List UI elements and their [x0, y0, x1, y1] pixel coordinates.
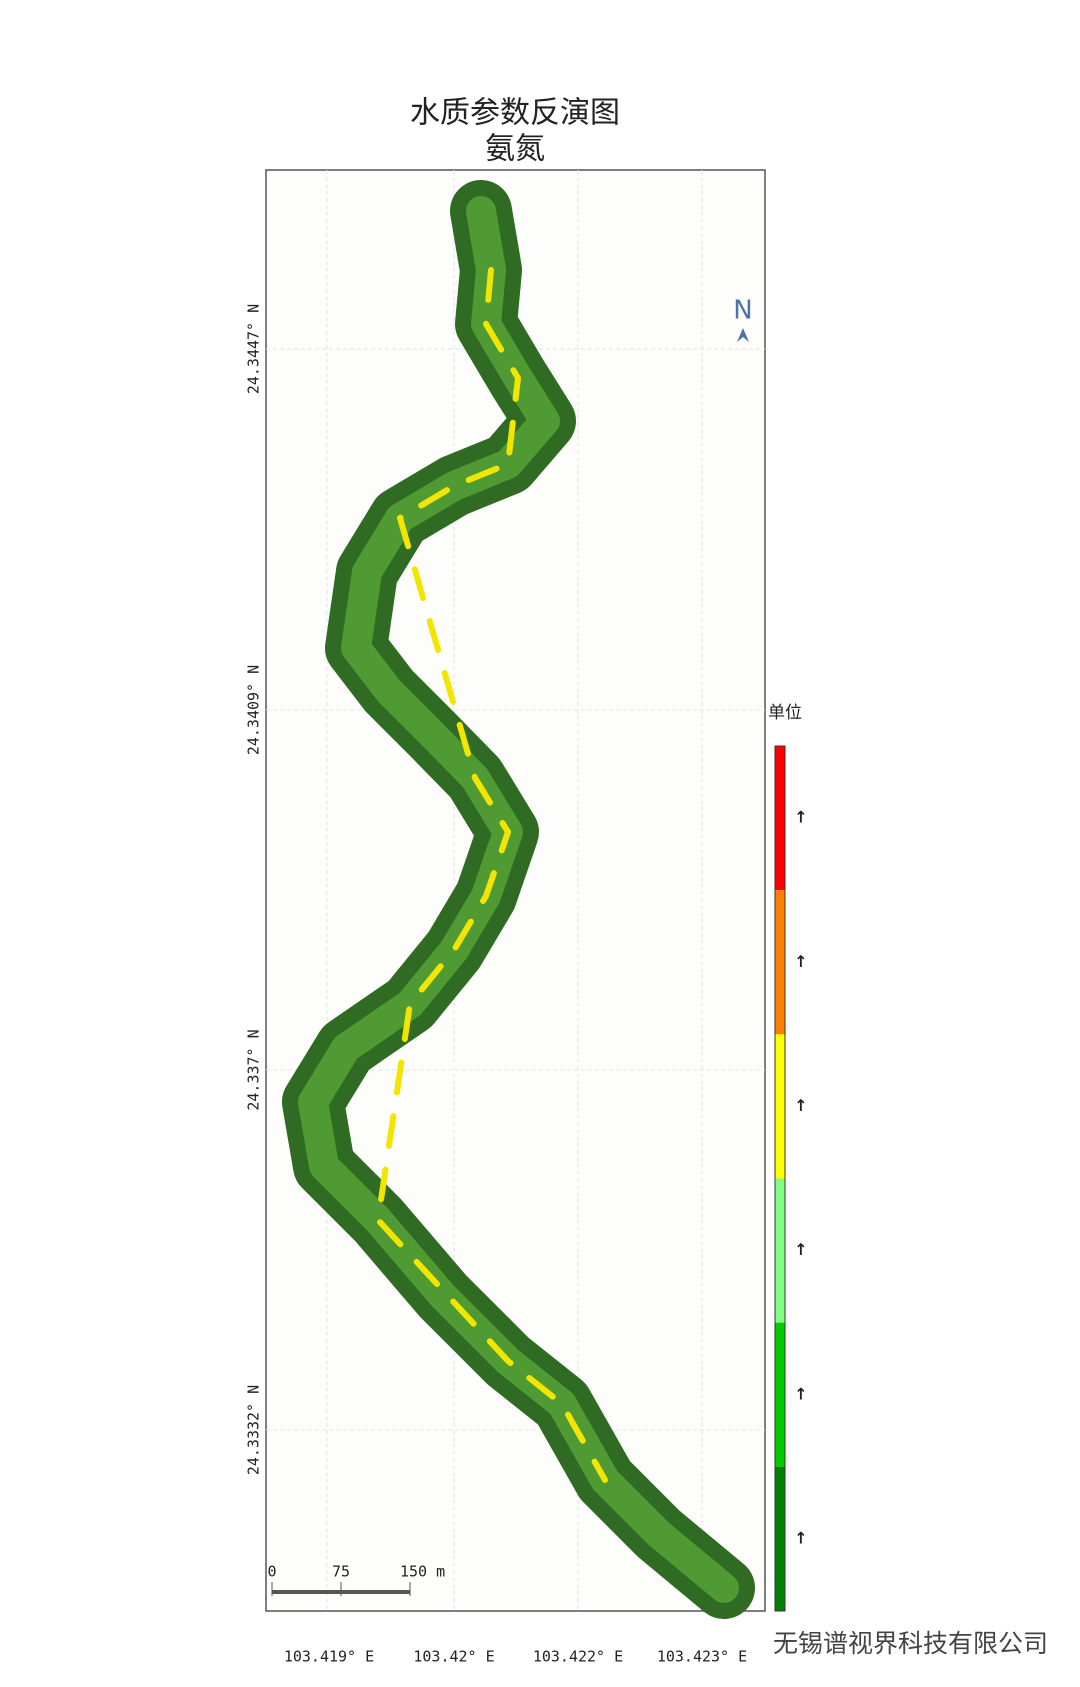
lat-label: 24.3447° N [245, 304, 263, 394]
north-arrow-head [737, 328, 749, 342]
colorbar-label: ↑ [794, 1240, 807, 1259]
scale-bar-label: 75 [332, 1563, 350, 1581]
lon-label: 103.42° E [413, 1648, 494, 1666]
lat-labels: 24.3447° N 24.3409° N 24.337° N 24.3332° N [245, 304, 263, 1475]
scale-bar-label: 150 m [400, 1563, 445, 1581]
legend-title: 单位 [768, 703, 802, 723]
colorbar-band [775, 890, 785, 1035]
colorbar-band [775, 1178, 785, 1323]
lon-label: 103.423° E [657, 1648, 747, 1666]
title: 水质参数反演图 [410, 96, 620, 131]
graticule [266, 170, 765, 1611]
colorbar-border [774, 745, 786, 1612]
scale-bar-labels: 0 75 150 m [267, 1563, 445, 1581]
subtitle: 氨氮 [485, 132, 545, 167]
colorbar-label: ↑ [794, 1528, 807, 1547]
lat-label: 24.337° N [245, 1029, 263, 1110]
colorbar-band [775, 1034, 785, 1179]
lon-labels: 103.419° E 103.42° E 103.422° E 103.423° E [284, 1648, 747, 1666]
colorbar: ↑ ↑ ↑ ↑ ↑ ↑ [774, 745, 808, 1612]
lon-label: 103.422° E [533, 1648, 623, 1666]
lat-label: 24.3409° N [245, 665, 263, 755]
lat-label: 24.3332° N [245, 1385, 263, 1475]
scale-bar-label: 0 [267, 1563, 276, 1581]
river-imagery [282, 180, 755, 1619]
colorbar-label: ↑ [794, 808, 807, 827]
lon-label: 103.419° E [284, 1648, 374, 1666]
colorbar-band [775, 1466, 785, 1611]
north-arrow: N [733, 296, 752, 326]
colorbar-band [775, 746, 785, 891]
colorbar-label: ↑ [794, 952, 807, 971]
colorbar-label: ↑ [794, 1384, 807, 1403]
scale-bar [271, 1582, 411, 1596]
colorbar-label: ↑ [794, 1096, 807, 1115]
watermark: 无锡谱视界科技有限公司 [773, 1629, 1048, 1658]
colorbar-band [775, 1322, 785, 1467]
